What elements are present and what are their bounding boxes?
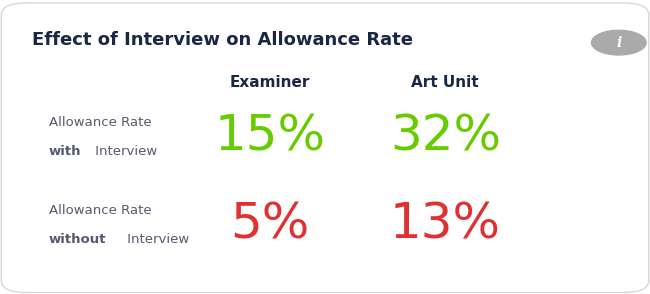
FancyBboxPatch shape: [1, 3, 649, 293]
Text: Interview: Interview: [91, 145, 157, 158]
Text: 32%: 32%: [390, 113, 500, 161]
Text: i: i: [616, 36, 621, 50]
Text: with: with: [49, 145, 81, 158]
Text: Effect of Interview on Allowance Rate: Effect of Interview on Allowance Rate: [32, 31, 413, 49]
Text: Allowance Rate: Allowance Rate: [49, 116, 151, 128]
Text: 13%: 13%: [390, 201, 500, 249]
Text: Interview: Interview: [123, 233, 189, 246]
Text: Art Unit: Art Unit: [411, 75, 479, 90]
Text: 5%: 5%: [230, 201, 309, 249]
Text: without: without: [49, 233, 106, 246]
Circle shape: [592, 30, 646, 55]
Text: 15%: 15%: [214, 113, 325, 161]
Text: Allowance Rate: Allowance Rate: [49, 204, 151, 217]
Text: Examiner: Examiner: [229, 75, 310, 90]
